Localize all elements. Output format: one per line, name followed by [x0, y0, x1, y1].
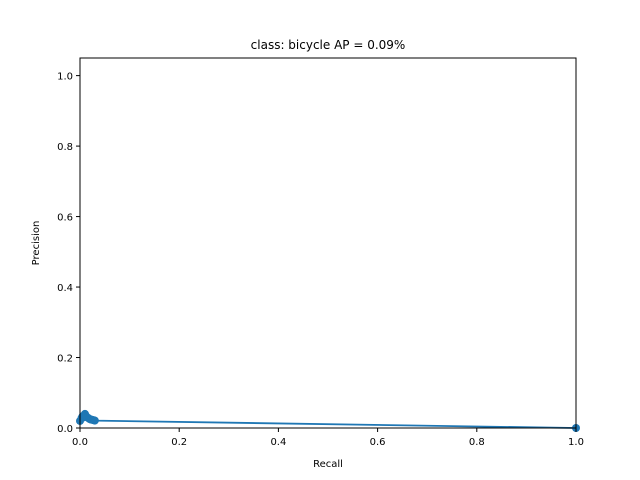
x-tick-label: 0.6	[370, 437, 386, 448]
y-axis-label: Precision	[31, 221, 42, 266]
x-axis-label: Recall	[313, 459, 343, 470]
x-tick-label: 0.2	[171, 437, 187, 448]
y-tick-label: 0.0	[57, 424, 73, 435]
plot-area	[80, 58, 576, 428]
y-tick-label: 1.0	[57, 72, 73, 83]
ticks-layer: 0.0 0.2 0.4 0.6 0.8 1.0 0.0 0.2 0.4 0.6 0.8 1.0	[57, 72, 584, 448]
y-tick-label: 0.2	[57, 354, 73, 365]
y-tick-label: 0.4	[57, 283, 73, 294]
x-tick-label: 1.0	[568, 437, 584, 448]
x-tick-label: 0.0	[72, 437, 88, 448]
y-tick-label: 0.6	[57, 213, 73, 224]
x-tick-label: 0.8	[469, 437, 485, 448]
x-tick-label: 0.4	[270, 437, 286, 448]
y-tick-label: 0.8	[57, 142, 73, 153]
data-point	[90, 416, 99, 425]
chart-title: class: bicycle AP = 0.09%	[251, 38, 406, 52]
plot-frame	[79, 57, 577, 429]
